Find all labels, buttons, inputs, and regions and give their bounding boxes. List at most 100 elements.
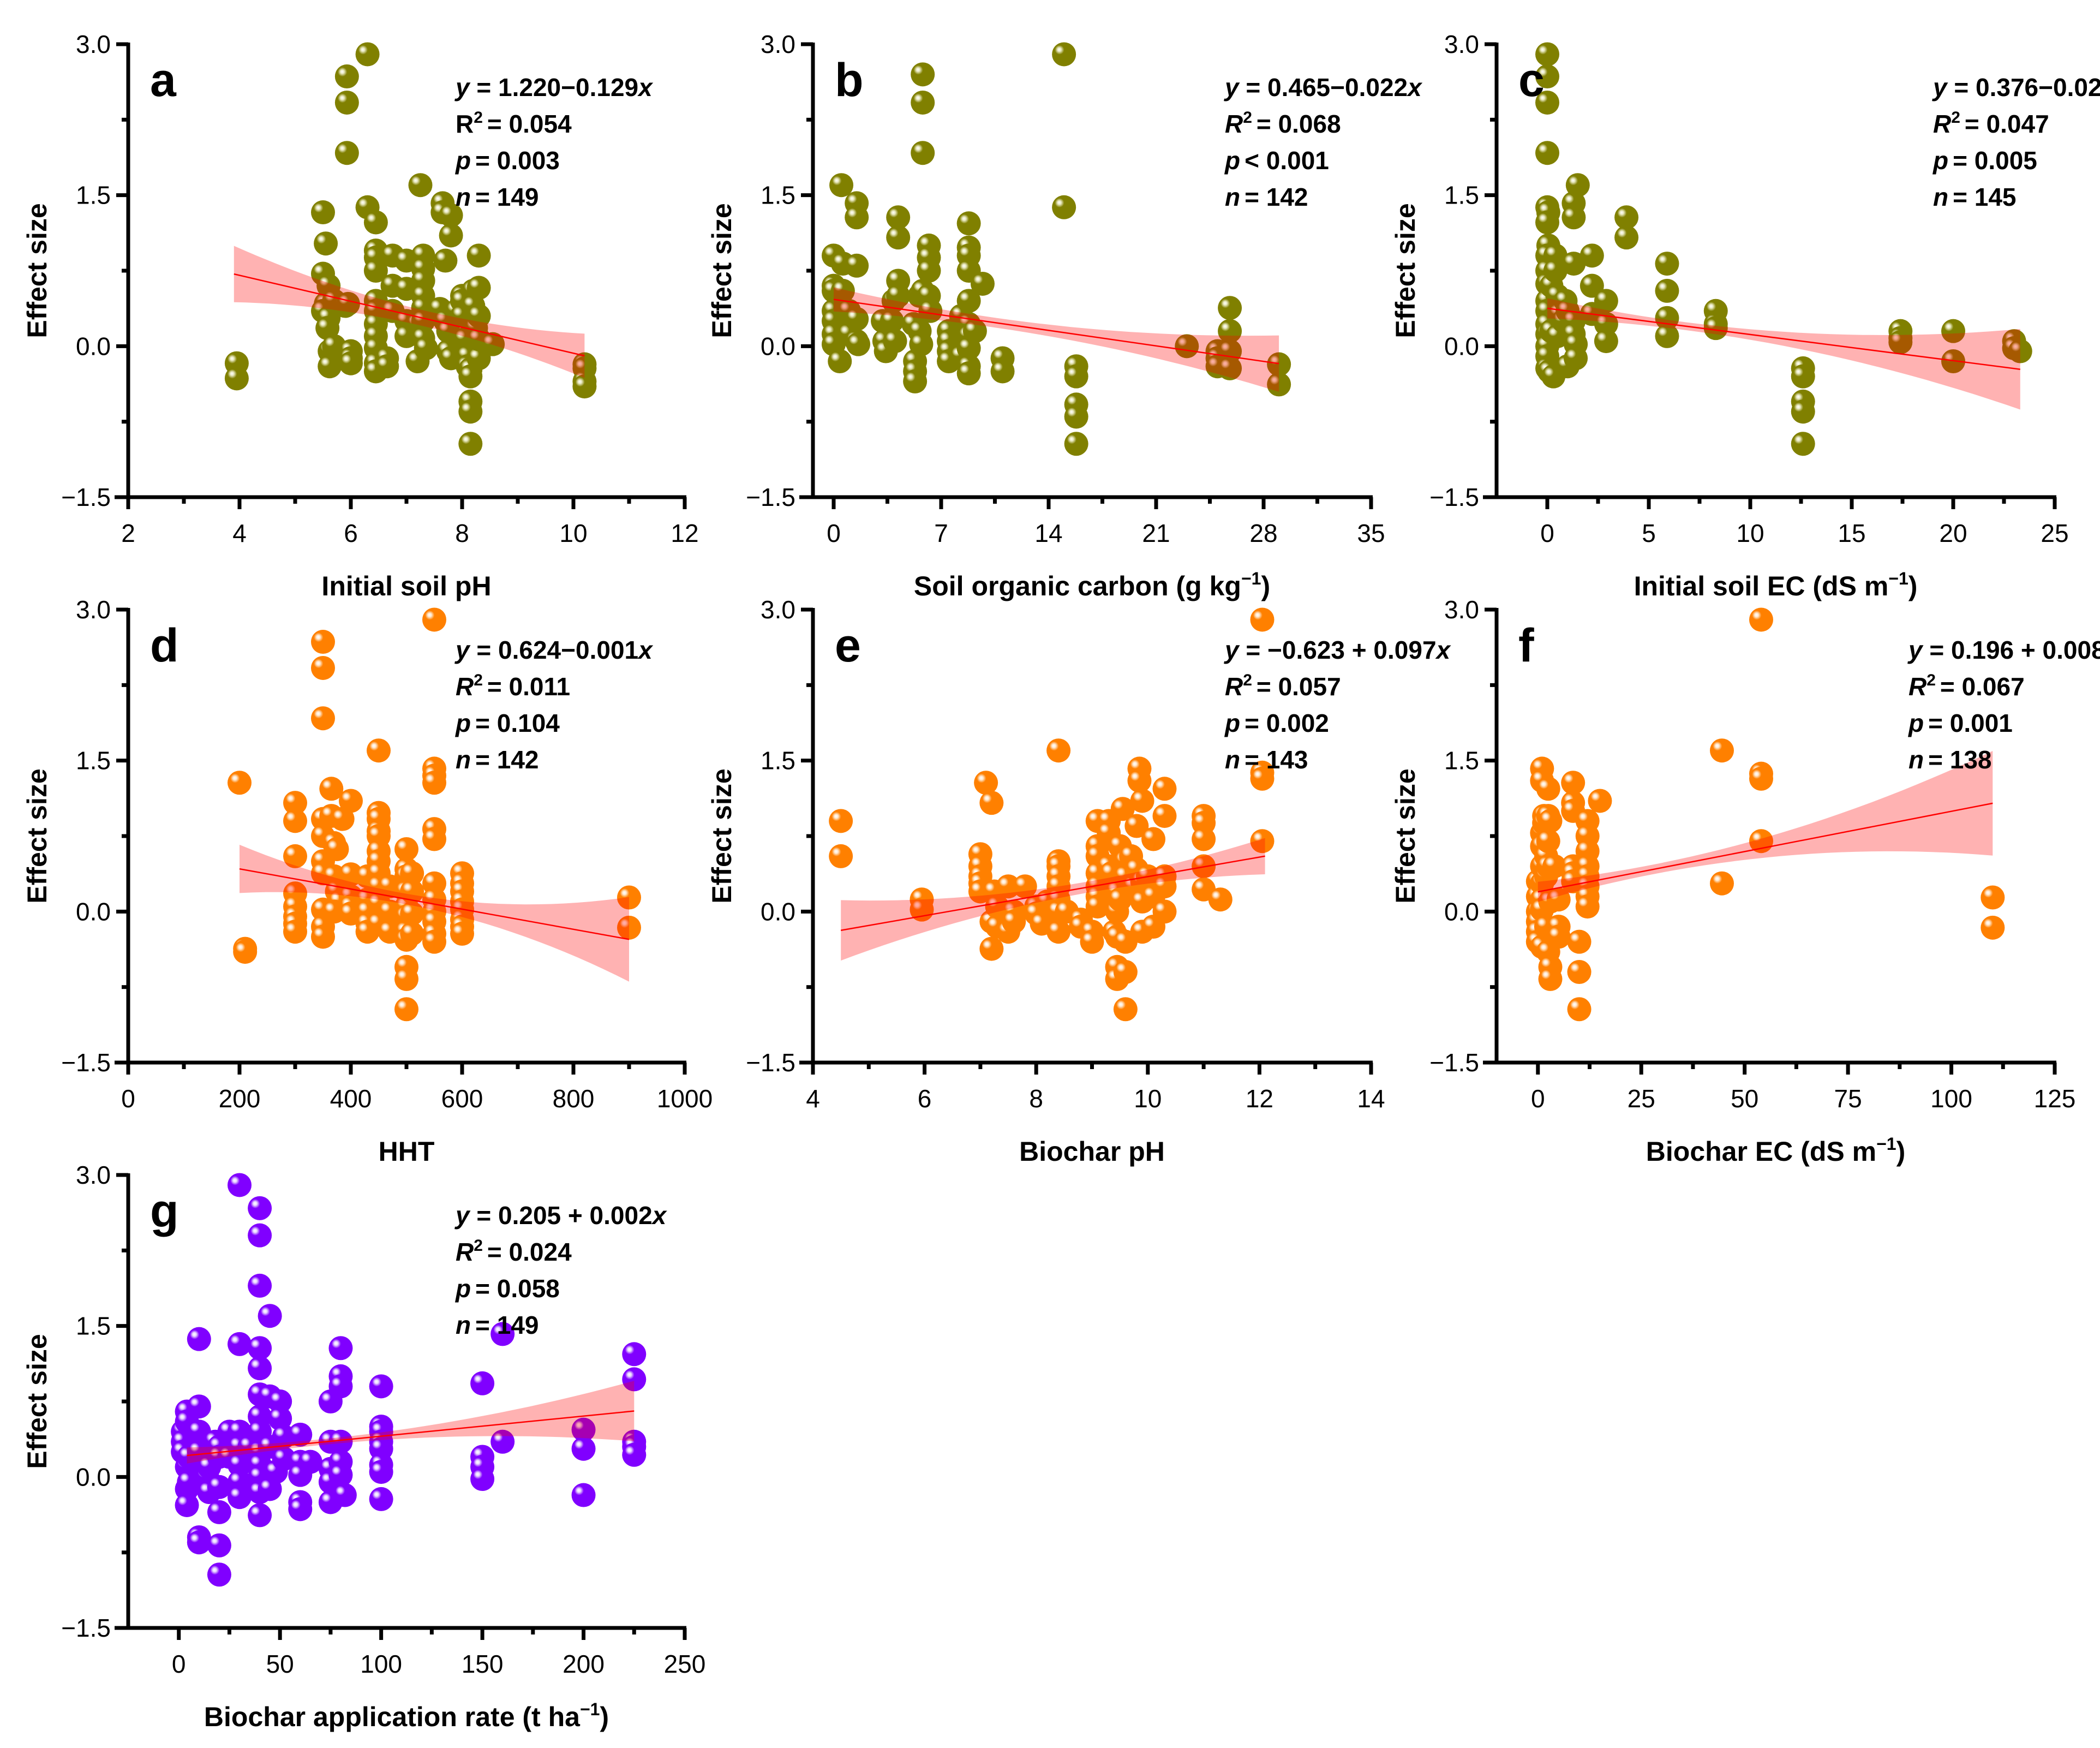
eq-body: = 0.624−0.001: [470, 636, 639, 664]
data-point: [909, 332, 934, 356]
data-point: [1888, 330, 1913, 354]
data-point: [1080, 929, 1104, 954]
y-tick-label: 0.0: [1444, 897, 1479, 926]
sample-size: n = 149: [456, 183, 539, 211]
data-point: [571, 1483, 596, 1507]
eq-x: x: [637, 636, 654, 664]
confidence-band: [234, 246, 585, 378]
x-tick-label: 100: [1930, 1084, 1972, 1113]
x-tick-label: 2: [121, 519, 135, 547]
data-point: [187, 1530, 211, 1555]
eq-body: = −0.623 + 0.097: [1239, 636, 1437, 664]
y-tick-label: 0.0: [761, 332, 795, 360]
data-point: [1580, 243, 1604, 268]
p-label: p: [1224, 146, 1240, 175]
data-point: [1561, 205, 1586, 230]
data-point: [830, 278, 855, 303]
eq-y: y: [454, 1201, 471, 1230]
data-point: [258, 1304, 282, 1328]
p-value: p < 0.001: [1224, 146, 1329, 175]
r-squared: R2 = 0.054: [456, 109, 572, 138]
data-point: [1941, 319, 1965, 343]
data-points: [1525, 607, 2005, 1022]
y-tick-label: 1.5: [76, 181, 111, 210]
n-val: = 145: [1953, 183, 2016, 211]
data-point: [325, 837, 349, 861]
data-point: [1749, 766, 1773, 791]
r-squared: R2 = 0.057: [1225, 671, 1341, 701]
panel-label: f: [1518, 619, 1534, 672]
data-point: [903, 369, 928, 393]
data-point: [1709, 871, 1734, 896]
data-point: [177, 1470, 201, 1494]
data-point: [886, 284, 911, 308]
regression-line: [1547, 307, 2020, 370]
panel-f: −1.5 0.0 1.5 3.0 0 25 50 75 100 125 Biochar EC (dS…: [1390, 595, 2100, 1167]
panel-label: g: [150, 1185, 179, 1237]
data-point: [956, 211, 981, 236]
data-point: [315, 316, 340, 341]
x-tick-label: 35: [1357, 519, 1385, 547]
data-point: [622, 1342, 647, 1367]
y-axis-title: Effect size: [707, 203, 737, 338]
data-point: [458, 432, 483, 456]
x-tick-label: 6: [918, 1084, 932, 1113]
data-point: [283, 809, 307, 833]
r-squared: R2 = 0.067: [1908, 671, 2025, 701]
n-val: = 142: [475, 745, 539, 774]
data-points: [821, 42, 1291, 456]
data-point: [408, 173, 433, 198]
data-point: [288, 1422, 313, 1447]
data-point: [1218, 296, 1242, 320]
data-point: [328, 1336, 353, 1361]
data-point: [886, 205, 911, 230]
data-point: [1046, 738, 1071, 763]
y-tick-label: −1.5: [1429, 1048, 1479, 1077]
regression-line: [239, 868, 630, 940]
data-point: [400, 921, 424, 946]
data-point: [319, 777, 344, 801]
data-point: [1703, 316, 1728, 341]
r2-sup: 2: [1243, 109, 1252, 127]
data-point: [1981, 885, 2005, 910]
data-point: [829, 844, 853, 868]
panel-label: e: [835, 619, 861, 672]
data-point: [332, 1483, 357, 1507]
eq-y: y: [454, 636, 471, 664]
x-tick-label: 6: [344, 519, 358, 547]
panel-a: −1.5 0.0 1.5 3.0 2 4 6 8 10 12 Initial soil pH Effe…: [22, 30, 699, 601]
data-point: [207, 1475, 231, 1499]
regression-equation: y = 1.220−0.129x: [454, 73, 654, 102]
data-point: [1002, 909, 1026, 934]
data-point: [1594, 289, 1618, 313]
data-point: [458, 399, 483, 424]
data-point: [1791, 432, 1815, 456]
data-point: [330, 807, 355, 831]
data-point: [883, 329, 907, 354]
data-point: [829, 173, 854, 198]
data-point: [1192, 827, 1216, 851]
y-axis-title: Effect size: [22, 203, 52, 338]
confidence-band: [834, 287, 1279, 392]
data-point: [363, 210, 388, 235]
x-tick-label: 12: [1246, 1084, 1273, 1113]
data-point: [400, 879, 424, 904]
confidence-band: [1547, 298, 2020, 410]
x-tick-label: 125: [2034, 1084, 2076, 1113]
data-point: [1588, 789, 1612, 813]
x-tick-label: 5: [1642, 519, 1656, 547]
y-tick-label: −1.5: [61, 1614, 111, 1642]
n-val: = 149: [475, 1311, 539, 1339]
data-point: [470, 1371, 495, 1395]
data-point: [248, 1503, 272, 1528]
data-point: [268, 1389, 292, 1413]
regression-line: [833, 299, 1279, 365]
regression-line: [234, 273, 585, 357]
data-point: [1152, 899, 1177, 924]
data-point: [439, 203, 463, 228]
data-point: [1614, 225, 1639, 250]
p-value: p = 0.001: [1907, 709, 2013, 737]
